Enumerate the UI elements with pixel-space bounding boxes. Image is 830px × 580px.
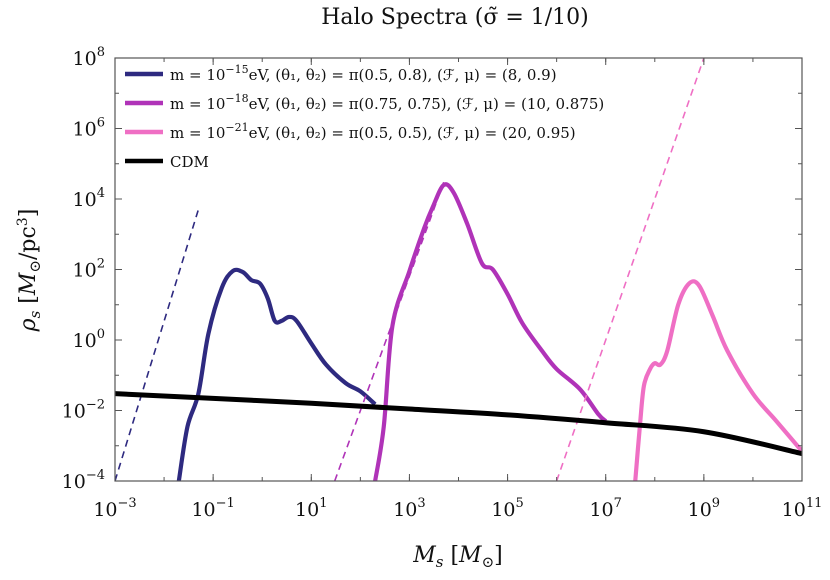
y-tick-label: 10−4 [62, 468, 105, 493]
series-line-6 [115, 391, 802, 457]
series-layer [115, 58, 802, 481]
series-dashed-line-3 [333, 181, 445, 481]
x-tick-label: 10−1 [191, 496, 234, 521]
x-tick-label: 109 [688, 496, 720, 521]
series-line-2 [373, 182, 608, 481]
y-tick-label: 108 [73, 45, 105, 70]
legend: m = 10−15eV, (θ₁, θ₂) = π(0.5, 0.8), (ℱ,… [125, 63, 604, 171]
series-line-4 [633, 279, 802, 481]
y-tick-label: 104 [73, 186, 105, 211]
x-tick-label: 101 [295, 496, 327, 521]
x-tick-label: 107 [589, 496, 621, 521]
x-tick-label: 103 [393, 496, 425, 521]
x-tick-label: 1011 [782, 496, 823, 521]
legend-entry: CDM [170, 153, 209, 171]
y-tick-label: 100 [73, 327, 105, 352]
series-dashed-line-5 [555, 58, 705, 481]
y-tick-label: 102 [73, 257, 105, 282]
ticks-layer: 10−3 10−1 101 103 105 107 109 1011 10−4 10−2 100 10… [62, 45, 823, 521]
legend-entry: m = 10−15eV, (θ₁, θ₂) = π(0.5, 0.8), (ℱ,… [170, 63, 557, 84]
x-tick-label: 10−3 [93, 496, 136, 521]
legend-entry: m = 10−21eV, (θ₁, θ₂) = π(0.5, 0.5), (ℱ,… [170, 121, 576, 142]
plot-frame [114, 57, 803, 482]
chart-title: Halo Spectra (σ̃ = 1/10) [321, 5, 589, 30]
x-axis-label: Ms [M⊙] [412, 543, 503, 571]
series-line-0 [176, 267, 377, 481]
y-axis-label: ρs [M⊙/pc3] [15, 209, 44, 333]
legend-entry: m = 10−18eV, (θ₁, θ₂) = π(0.75, 0.75), (… [170, 92, 604, 113]
x-tick-label: 105 [491, 496, 523, 521]
y-tick-label: 106 [73, 116, 105, 141]
y-tick-label: 10−2 [62, 398, 105, 423]
